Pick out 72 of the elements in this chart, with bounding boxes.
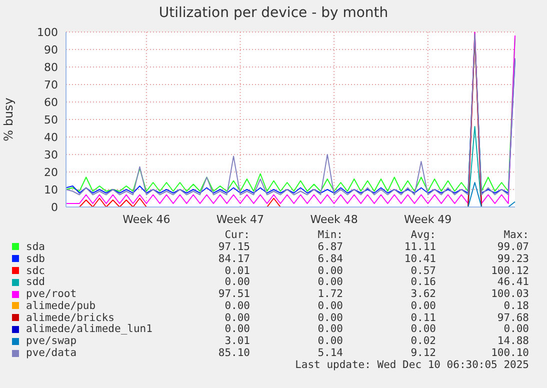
text: 100.12 <box>490 264 529 276</box>
legend-label: alimede/bricks <box>26 312 115 324</box>
text: 0.00 <box>502 323 529 336</box>
text: 0.01 <box>224 264 250 276</box>
legend-label: sdc <box>26 264 45 276</box>
x-tick-label: Week 48 <box>310 212 358 226</box>
text: Cur: <box>224 229 250 241</box>
legend-label: alimede/alimede_lun1 <box>26 323 152 336</box>
y-tick-label: 20 <box>44 166 58 179</box>
text: 97.15 <box>217 240 250 253</box>
text: 99.07 <box>496 240 529 253</box>
text: 0.00 <box>224 323 250 336</box>
text: 0.18 <box>502 300 529 312</box>
text: 1.72 <box>316 288 343 300</box>
text: 0.00 <box>316 335 343 348</box>
legend-label: pve/swap <box>26 335 77 348</box>
y-tick-label: 70 <box>44 78 58 92</box>
text: 0.00 <box>316 300 343 312</box>
text: 0.00 <box>410 300 436 312</box>
text: 0.00 <box>316 264 343 276</box>
legend-label: sdd <box>26 276 45 288</box>
y-tick-label: 50 <box>44 113 58 126</box>
y-tick-label: 10 <box>44 183 58 196</box>
text: 11.11 <box>403 240 436 253</box>
legend-label: pve/data <box>26 347 77 360</box>
text: 0.16 <box>410 276 436 288</box>
text: 0.00 <box>410 323 436 336</box>
text: 0.02 <box>410 335 436 348</box>
x-tick-label: Week 46 <box>122 212 170 226</box>
text: 97.68 <box>496 312 529 324</box>
text: 99.23 <box>496 252 529 265</box>
legend-label: sdb <box>26 252 45 265</box>
text: 3.01 <box>224 335 250 348</box>
text: 10.41 <box>403 252 436 265</box>
text: 0.00 <box>316 312 343 324</box>
text: 0.00 <box>224 312 250 324</box>
text: 0.00 <box>224 300 250 312</box>
x-tick-label: Week 47 <box>216 212 264 226</box>
text: 0.00 <box>316 276 343 288</box>
text: 84.17 <box>217 252 250 265</box>
text: 85.10 <box>217 347 250 360</box>
text: 3.62 <box>410 288 436 300</box>
text: 97.51 <box>217 288 250 300</box>
text: 9.12 <box>410 347 436 360</box>
y-axis-title: % busy <box>1 98 16 142</box>
legend-label: pve/root <box>26 288 77 300</box>
text: Last update: Wed Dec 10 06:30:05 2025 <box>294 358 529 371</box>
y-tick-label: 30 <box>44 148 58 162</box>
y-tick-label: 80 <box>44 60 58 74</box>
x-tick-label: Week 49 <box>404 212 452 226</box>
text: Min: <box>316 229 343 241</box>
text: 0.00 <box>316 323 343 336</box>
y-tick-label: 0 <box>51 200 58 214</box>
text: Avg: <box>410 229 436 241</box>
text: Max: <box>502 229 529 241</box>
text: 0.11 <box>410 312 436 324</box>
y-tick-label: 90 <box>44 43 58 56</box>
y-tick-label: 100 <box>37 26 58 39</box>
text: 6.87 <box>316 240 343 253</box>
text: 0.57 <box>410 264 436 276</box>
text: 100.10 <box>490 347 529 360</box>
text: 46.41 <box>496 276 529 288</box>
y-tick-label: 40 <box>44 130 58 144</box>
y-tick-label: 60 <box>44 96 58 109</box>
text: 0.00 <box>224 276 250 288</box>
legend-label: sda <box>26 240 45 253</box>
text: 100.03 <box>490 288 529 300</box>
legend-label: alimede/pub <box>26 300 96 312</box>
text: 5.14 <box>316 347 343 360</box>
chart-title: Utilization per device - by month <box>158 5 390 21</box>
text: 6.84 <box>316 252 343 265</box>
text: 14.88 <box>496 335 529 348</box>
